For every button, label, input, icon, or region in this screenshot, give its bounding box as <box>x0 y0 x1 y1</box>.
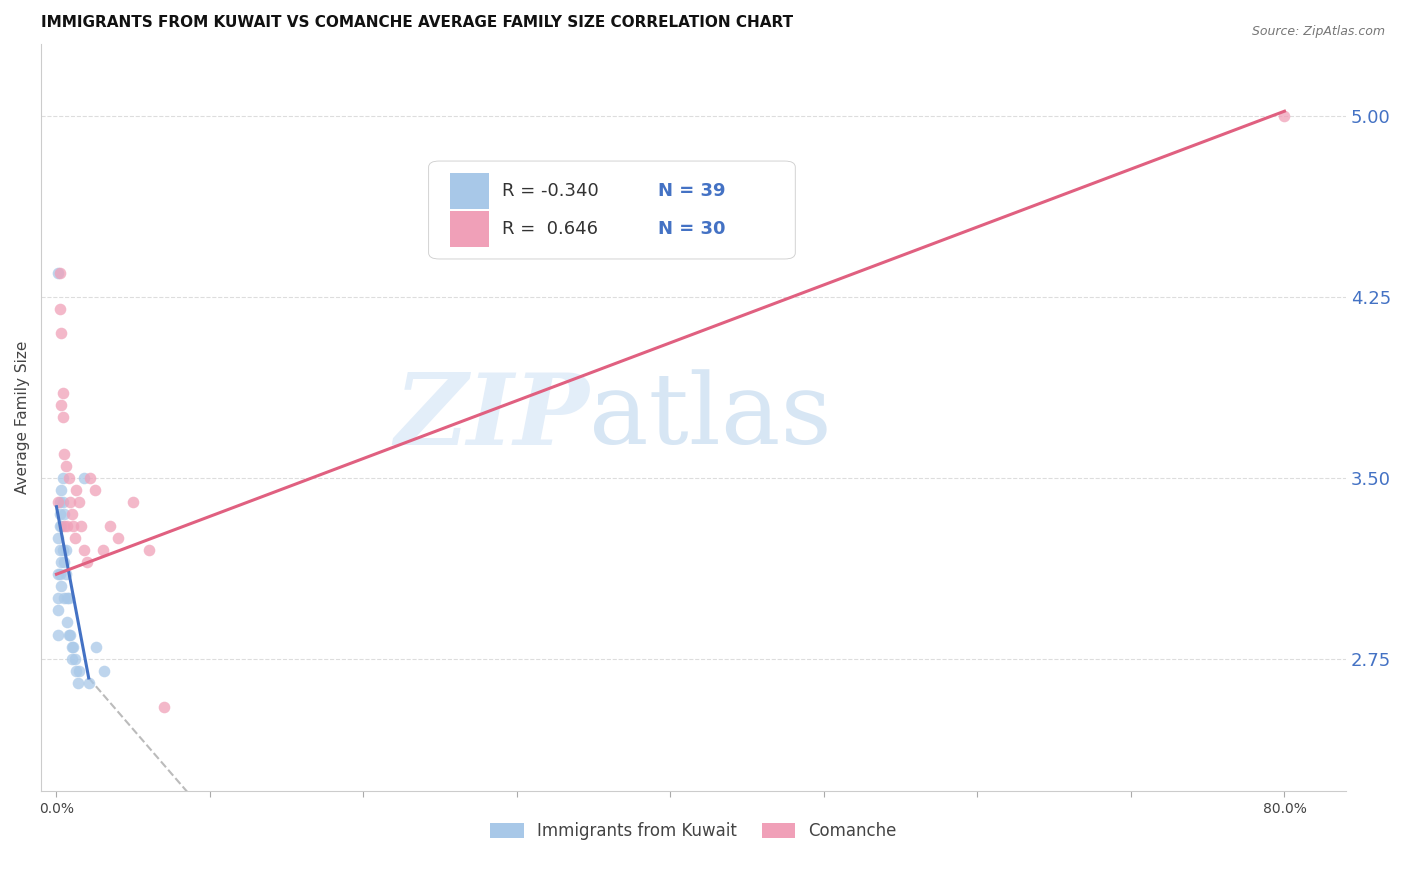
Point <box>63 651 86 665</box>
Point <box>60 651 83 665</box>
Point <box>52 543 75 558</box>
Point <box>62 519 84 533</box>
Point <box>49 326 72 340</box>
Point <box>1274 109 1296 123</box>
Point <box>48 543 70 558</box>
Point <box>46 266 69 280</box>
FancyBboxPatch shape <box>429 161 796 259</box>
Point <box>48 567 70 582</box>
Point <box>76 555 98 569</box>
Point <box>56 591 79 606</box>
Point <box>79 471 101 485</box>
Point <box>49 398 72 412</box>
Point <box>46 567 69 582</box>
Point <box>49 483 72 497</box>
Text: atlas: atlas <box>589 369 832 466</box>
Point <box>53 519 76 533</box>
Point <box>65 483 87 497</box>
Point <box>63 531 86 545</box>
Point <box>70 519 93 533</box>
Text: R =  0.646: R = 0.646 <box>502 220 598 238</box>
Point <box>52 410 75 425</box>
Point <box>58 471 80 485</box>
Point <box>48 507 70 521</box>
Point <box>60 640 83 654</box>
Point <box>49 579 72 593</box>
Point <box>55 458 77 473</box>
Point <box>66 675 89 690</box>
Text: N = 39: N = 39 <box>658 182 725 200</box>
Point <box>153 699 176 714</box>
Point <box>56 615 79 630</box>
Point <box>122 495 145 509</box>
Y-axis label: Average Family Size: Average Family Size <box>15 341 30 494</box>
Point <box>62 640 84 654</box>
Point <box>53 555 76 569</box>
Point <box>53 507 76 521</box>
Point <box>93 664 115 678</box>
Point <box>91 543 114 558</box>
FancyBboxPatch shape <box>450 211 489 247</box>
Point <box>73 543 96 558</box>
Point <box>46 495 69 509</box>
Point <box>52 471 75 485</box>
Point <box>46 591 69 606</box>
Text: Source: ZipAtlas.com: Source: ZipAtlas.com <box>1251 25 1385 38</box>
Point <box>52 495 75 509</box>
FancyBboxPatch shape <box>450 173 489 209</box>
Point <box>48 495 70 509</box>
Point <box>55 567 77 582</box>
Point <box>46 627 69 641</box>
Point <box>77 675 100 690</box>
Point <box>98 519 121 533</box>
Point <box>49 555 72 569</box>
Text: ZIP: ZIP <box>394 369 589 466</box>
Point <box>107 531 129 545</box>
Point <box>48 266 70 280</box>
Point <box>86 640 108 654</box>
Point <box>58 591 80 606</box>
Point <box>53 591 76 606</box>
Text: R = -0.340: R = -0.340 <box>502 182 599 200</box>
Text: N = 30: N = 30 <box>658 220 725 238</box>
Point <box>56 519 79 533</box>
Point <box>138 543 160 558</box>
Point <box>58 627 80 641</box>
Point <box>65 664 87 678</box>
Legend: Immigrants from Kuwait, Comanche: Immigrants from Kuwait, Comanche <box>484 815 904 847</box>
Point <box>69 664 91 678</box>
Point <box>53 447 76 461</box>
Point <box>60 507 83 521</box>
Point <box>52 386 75 401</box>
Point <box>59 627 82 641</box>
Point <box>46 531 69 545</box>
Point <box>59 495 82 509</box>
Point <box>73 471 96 485</box>
Point <box>48 519 70 533</box>
Point <box>49 519 72 533</box>
Point <box>69 495 91 509</box>
Point <box>48 301 70 316</box>
Point <box>83 483 105 497</box>
Point <box>55 543 77 558</box>
Text: IMMIGRANTS FROM KUWAIT VS COMANCHE AVERAGE FAMILY SIZE CORRELATION CHART: IMMIGRANTS FROM KUWAIT VS COMANCHE AVERA… <box>41 15 793 30</box>
Point <box>46 603 69 617</box>
